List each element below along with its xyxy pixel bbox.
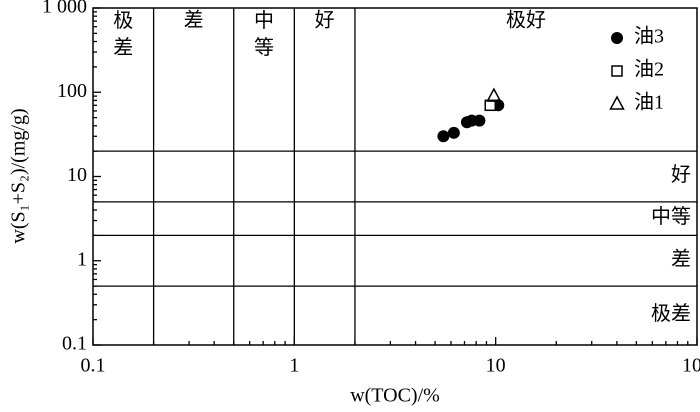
x-tick-label: 0.1 [81, 355, 106, 377]
zone-label-char: 中 [254, 9, 274, 32]
zone-label: 极差 [651, 302, 691, 325]
x-tick-label: 10 [486, 355, 506, 377]
legend-marker [611, 65, 623, 77]
legend-label: 油1 [634, 91, 664, 114]
zone-label-char: 极 [113, 9, 133, 32]
zone-label-char: 等 [254, 36, 274, 59]
x-tick-label: 100 [682, 355, 700, 377]
zone-label: 极好 [506, 9, 546, 32]
y-tick-label: 1 [77, 248, 87, 270]
point [447, 126, 460, 139]
zone-label: 好 [315, 9, 335, 32]
legend-label: 油2 [634, 58, 664, 81]
x-tick-label: 1 [289, 355, 299, 377]
legend-label: 油3 [634, 25, 664, 48]
y-tick-label: 100 [57, 80, 87, 102]
zone-label: 极差 [113, 9, 133, 59]
point [484, 99, 497, 112]
zone-label: 中等 [651, 205, 691, 228]
zone-label: 差 [671, 247, 691, 270]
legend-marker [609, 95, 625, 110]
y-tick-label: 1 000 [42, 0, 87, 18]
point [473, 114, 486, 127]
y-tick-label: 0.1 [62, 333, 87, 355]
point [437, 130, 450, 143]
y-tick-label: 10 [67, 164, 87, 186]
point [486, 87, 502, 102]
x-axis-label: w(TOC)/% [350, 385, 440, 407]
y-axis-label: w(S₁+S₂)/(mg/g) [8, 108, 30, 243]
plot-frame [92, 7, 698, 346]
legend-marker [611, 32, 623, 44]
zone-label: 中等 [254, 9, 274, 59]
zone-label-char: 差 [113, 36, 133, 59]
zone-label: 差 [184, 9, 204, 32]
zone-label: 好 [671, 163, 691, 186]
